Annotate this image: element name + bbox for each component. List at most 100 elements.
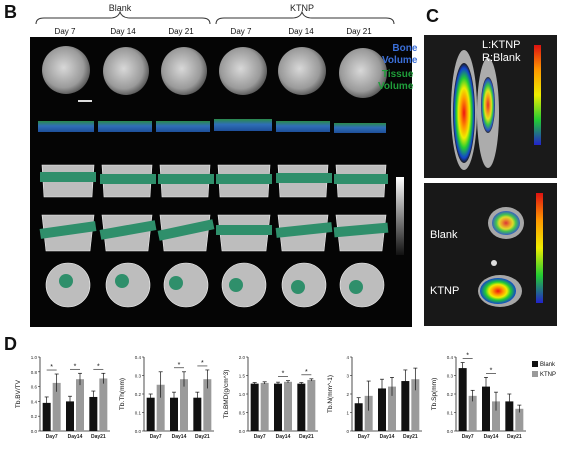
column-label: Day 14 (288, 27, 314, 36)
right-label: R:Blank (482, 52, 521, 64)
y-tick-label: 0.1 (447, 411, 454, 416)
bar-blank (89, 396, 98, 431)
panel-letter-c: C (426, 6, 439, 26)
group-label-ktnp: KTNP (289, 3, 314, 13)
significance-marker: * (201, 360, 204, 367)
bar-blank (42, 402, 51, 431)
x-tick-label: Day7 (150, 434, 162, 440)
y-tick-label: 0.4 (135, 355, 142, 360)
bar-blank (66, 401, 74, 431)
bar-blank (146, 397, 155, 431)
y-tick-label: 0.0 (239, 429, 246, 434)
y-axis-label: Tb.Sp(mm) (431, 378, 438, 411)
y-tick-label: 1.0 (31, 355, 38, 360)
y-tick-label: 0.0 (31, 429, 38, 434)
panel-letter-d: D (4, 334, 17, 354)
bar-ktnp (492, 401, 500, 431)
panel-letter-b: B (4, 2, 17, 22)
y-tick-label: 0.4 (447, 355, 454, 360)
y-axis-label: Tb.N(mm^-1) (327, 375, 334, 413)
y-tick-label: 0.1 (135, 411, 142, 416)
group-brackets (35, 10, 395, 25)
x-tick-label: Day14 (484, 434, 499, 440)
y-tick-label: 0.2 (447, 392, 454, 397)
group-label-blank: Blank (108, 3, 132, 13)
y-tick-label: 3 (346, 374, 349, 379)
y-tick-label: 0.5 (239, 411, 246, 416)
y-tick-label: 0.2 (135, 392, 142, 397)
bar-blank (354, 403, 363, 431)
y-axis-label: Tb.Th(mm) (119, 378, 126, 410)
tissue-volume-legend: Tissue Volume (378, 69, 413, 93)
x-tick-label: Day21 (507, 434, 522, 440)
intensity-colorbar (534, 45, 541, 145)
significance-marker: * (178, 362, 181, 369)
intensity-colorbar (536, 193, 543, 303)
y-tick-label: 0.3 (447, 374, 454, 379)
x-tick-label: Day14 (172, 434, 187, 440)
left-label: L:KTNP (482, 39, 521, 51)
significance-marker: * (305, 369, 308, 376)
bone-volume-legend: Bone Volume (382, 43, 417, 67)
column-label: Day 14 (110, 27, 136, 36)
y-tick-label: 0.2 (31, 414, 38, 419)
bar-ktnp (203, 379, 212, 431)
x-tick-label: Day7 (462, 434, 474, 440)
bar-blank (274, 383, 282, 431)
legend-swatch (532, 361, 538, 367)
imaging-panel-bottom: Blank KTNP (424, 183, 557, 326)
bar-ktnp (284, 381, 292, 431)
x-tick-label: Day21 (299, 434, 314, 440)
volume-label: Volume (382, 55, 418, 66)
bone-label: Bone (392, 43, 418, 54)
cross-section-rows (39, 164, 389, 308)
bar-ktnp (180, 379, 188, 431)
y-axis-label: Tb.BMD(g/cm^3) (223, 370, 230, 419)
y-tick-label: 0.4 (31, 399, 38, 404)
legend-swatch (532, 371, 538, 377)
orientation-labels: L:KTNP R:Blank (482, 39, 521, 65)
bar-ktnp (468, 395, 477, 431)
bar-ktnp (388, 386, 396, 431)
y-axis-label: Tb.BV/TV (15, 379, 22, 408)
significance-marker: * (97, 363, 100, 370)
y-tick-label: 0.0 (135, 429, 142, 434)
y-tick-label: 0.6 (31, 385, 38, 390)
bar-blank (297, 383, 306, 431)
y-tick-label: 1.5 (239, 374, 246, 379)
x-tick-label: Day14 (276, 434, 291, 440)
bar-blank (482, 386, 490, 431)
bar-ktnp (52, 382, 61, 431)
bar-blank (193, 397, 202, 431)
x-tick-label: Day7 (46, 434, 58, 440)
x-tick-label: Day21 (403, 434, 418, 440)
legend-label: Blank (540, 362, 556, 368)
x-tick-label: Day14 (68, 434, 83, 440)
legend-label: KTNP (540, 372, 556, 378)
micro-ct-panel: Bone Volume Tissue Volume (30, 37, 417, 327)
y-tick-label: 4 (346, 355, 349, 360)
column-label: Day 7 (54, 27, 76, 36)
significance-marker: * (282, 371, 285, 378)
imaging-panel-top: L:KTNP R:Blank (424, 35, 557, 178)
bioluminescence-image-bottom (478, 193, 543, 307)
bar-ktnp (515, 408, 524, 431)
x-tick-label: Day14 (380, 434, 395, 440)
significance-marker: * (466, 353, 469, 360)
bar-ktnp (99, 378, 108, 431)
y-tick-label: 1.0 (239, 392, 246, 397)
column-label: Day 7 (230, 27, 252, 36)
x-tick-label: Day21 (91, 434, 106, 440)
blank-label: Blank (430, 229, 458, 241)
x-tick-label: Day7 (358, 434, 370, 440)
y-tick-label: 0.0 (447, 429, 454, 434)
bar-blank (378, 388, 386, 431)
x-tick-label: Day21 (195, 434, 210, 440)
reconstruction-row (42, 46, 387, 102)
bar-blank (250, 383, 259, 431)
bar-ktnp (364, 395, 373, 431)
bar-ktnp (156, 384, 165, 431)
column-label: Day 21 (168, 27, 194, 36)
bar-charts: 0.0 0.2 0.4 0.6 0.8 1.0 Tb.BV/TV * Day7 * Day14 * Da… (15, 353, 556, 440)
bar-ktnp (307, 379, 316, 431)
